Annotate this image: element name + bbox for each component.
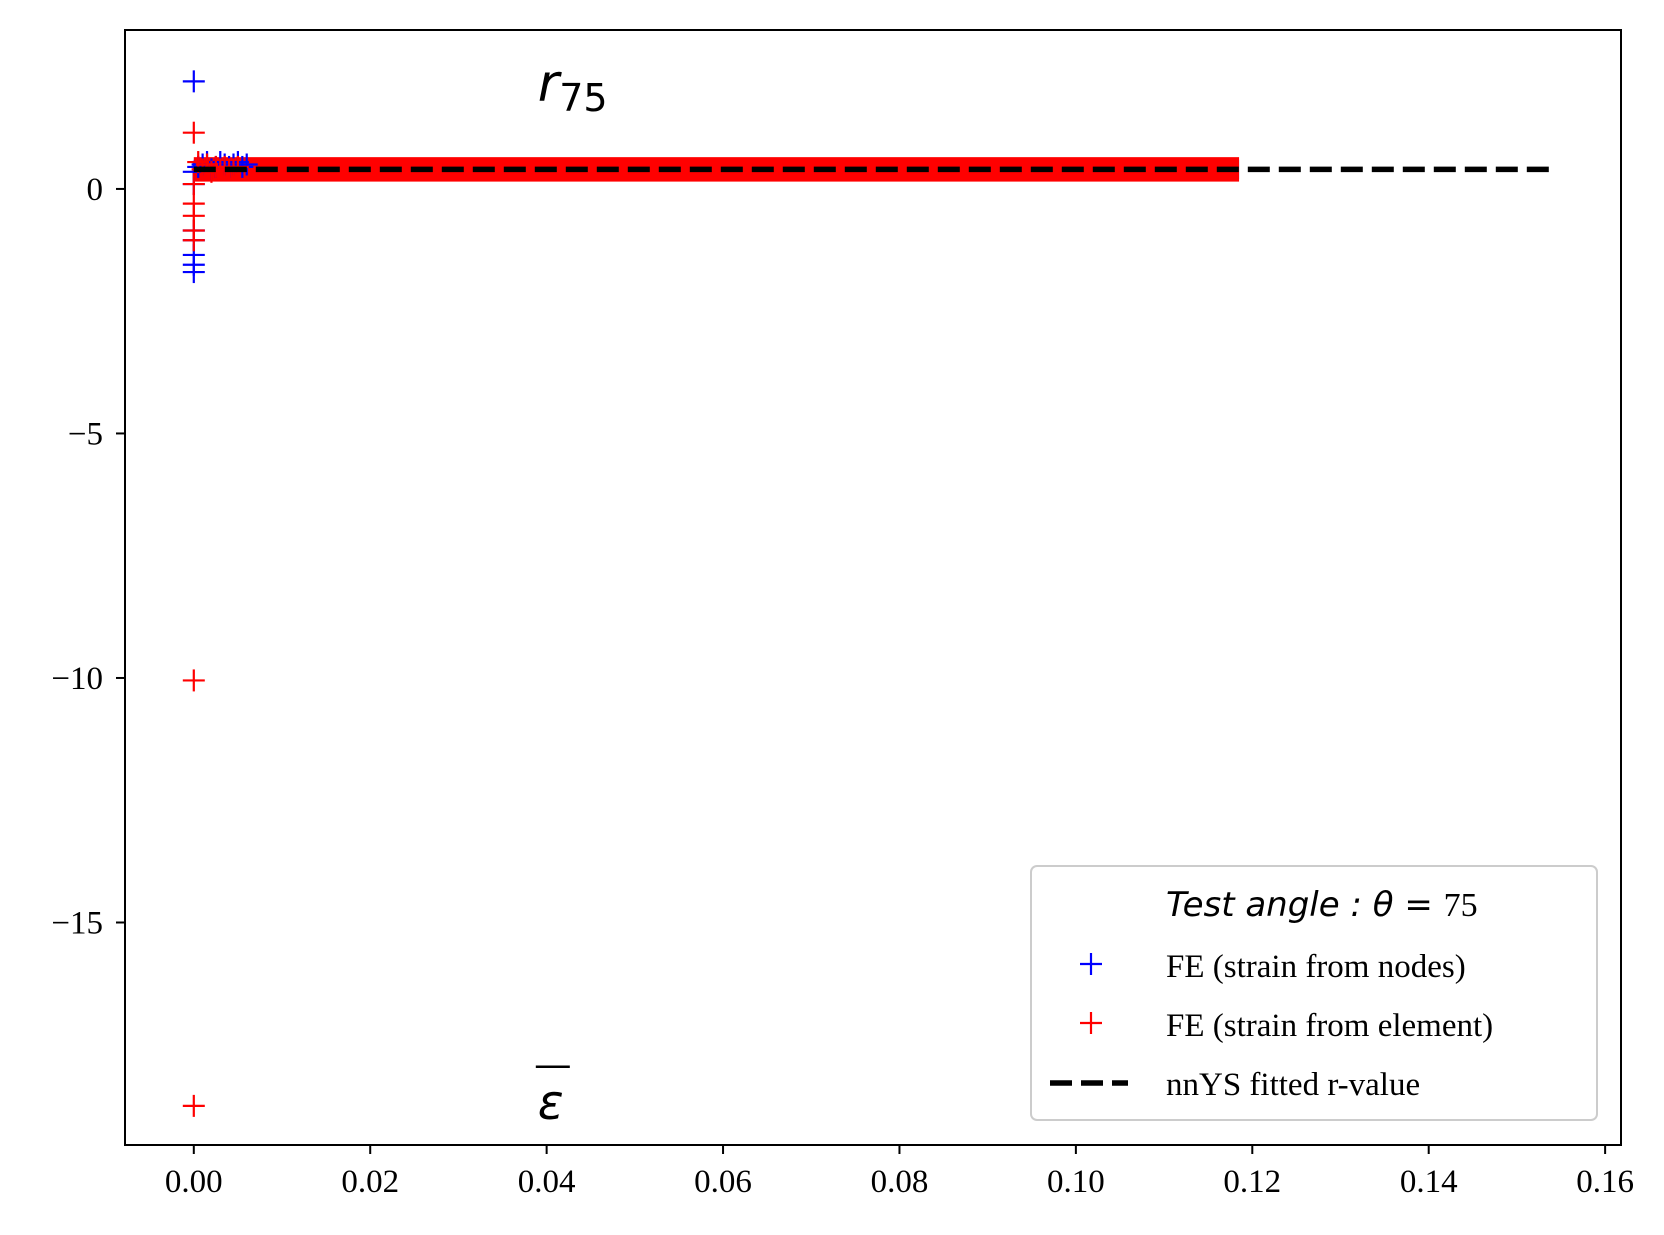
legend-label-3: nnYS fitted r-value	[1166, 1067, 1420, 1103]
x-tick-label-6: 0.10	[1047, 1164, 1105, 1200]
axes-frame	[124, 29, 1622, 1146]
x-tick-label-5: 0.08	[871, 1164, 929, 1200]
legend-title-italic: Test angle : θ =	[1166, 885, 1444, 925]
legend-box	[1030, 865, 1598, 1121]
r-annotation-base: r	[538, 54, 563, 114]
x-tick-label-3: 0.04	[518, 1164, 576, 1200]
x-tick-label-2: 0.02	[341, 1164, 399, 1200]
legend: Test angle : θ = 75 FE (strain from nodes…	[1030, 865, 1598, 1121]
series-1-point-8	[182, 261, 205, 284]
r-annotation-subscript: 75	[559, 76, 607, 120]
x-tick-label-7: 0.12	[1223, 1164, 1281, 1200]
axis-ticks: 0.00 0.02 0.04 0.06 0.08 0.10 0.12 0.14 0.16 0 −5 −…	[51, 172, 1634, 1200]
x-tick-label-1: 0.00	[165, 1164, 223, 1200]
x-tick-label-4: 0.06	[694, 1164, 752, 1200]
plot-area	[182, 70, 1557, 1117]
legend-marker-1	[1080, 953, 1102, 975]
series-2-point-8	[182, 1094, 205, 1117]
y-tick-label-4: −15	[51, 905, 103, 941]
legend-title-value: 75	[1444, 887, 1478, 924]
x-tick-label-9: 0.16	[1576, 1164, 1634, 1200]
y-tick-label-3: −10	[51, 661, 103, 697]
legend-label-2: FE (strain from element)	[1166, 1008, 1493, 1044]
annotations: r75 ε	[535, 54, 608, 1131]
series-1-point-1	[182, 70, 205, 93]
r-annotation: r75	[538, 54, 608, 120]
y-tick-label-1: 0	[87, 172, 104, 208]
legend-marker-2	[1080, 1012, 1102, 1034]
series-2-point-7	[182, 669, 205, 692]
series-2-point-1	[182, 121, 205, 144]
epsilon-annotation: ε	[538, 1075, 564, 1131]
series-2-point-6	[182, 229, 205, 252]
plot-inner	[182, 70, 1557, 1117]
legend-label-1: FE (strain from nodes)	[1166, 949, 1466, 985]
legend-title: Test angle : θ = 75	[1166, 885, 1478, 925]
y-tick-label-2: −5	[68, 416, 103, 452]
series-2-point-2	[182, 173, 205, 196]
x-tick-label-8: 0.14	[1400, 1164, 1458, 1200]
